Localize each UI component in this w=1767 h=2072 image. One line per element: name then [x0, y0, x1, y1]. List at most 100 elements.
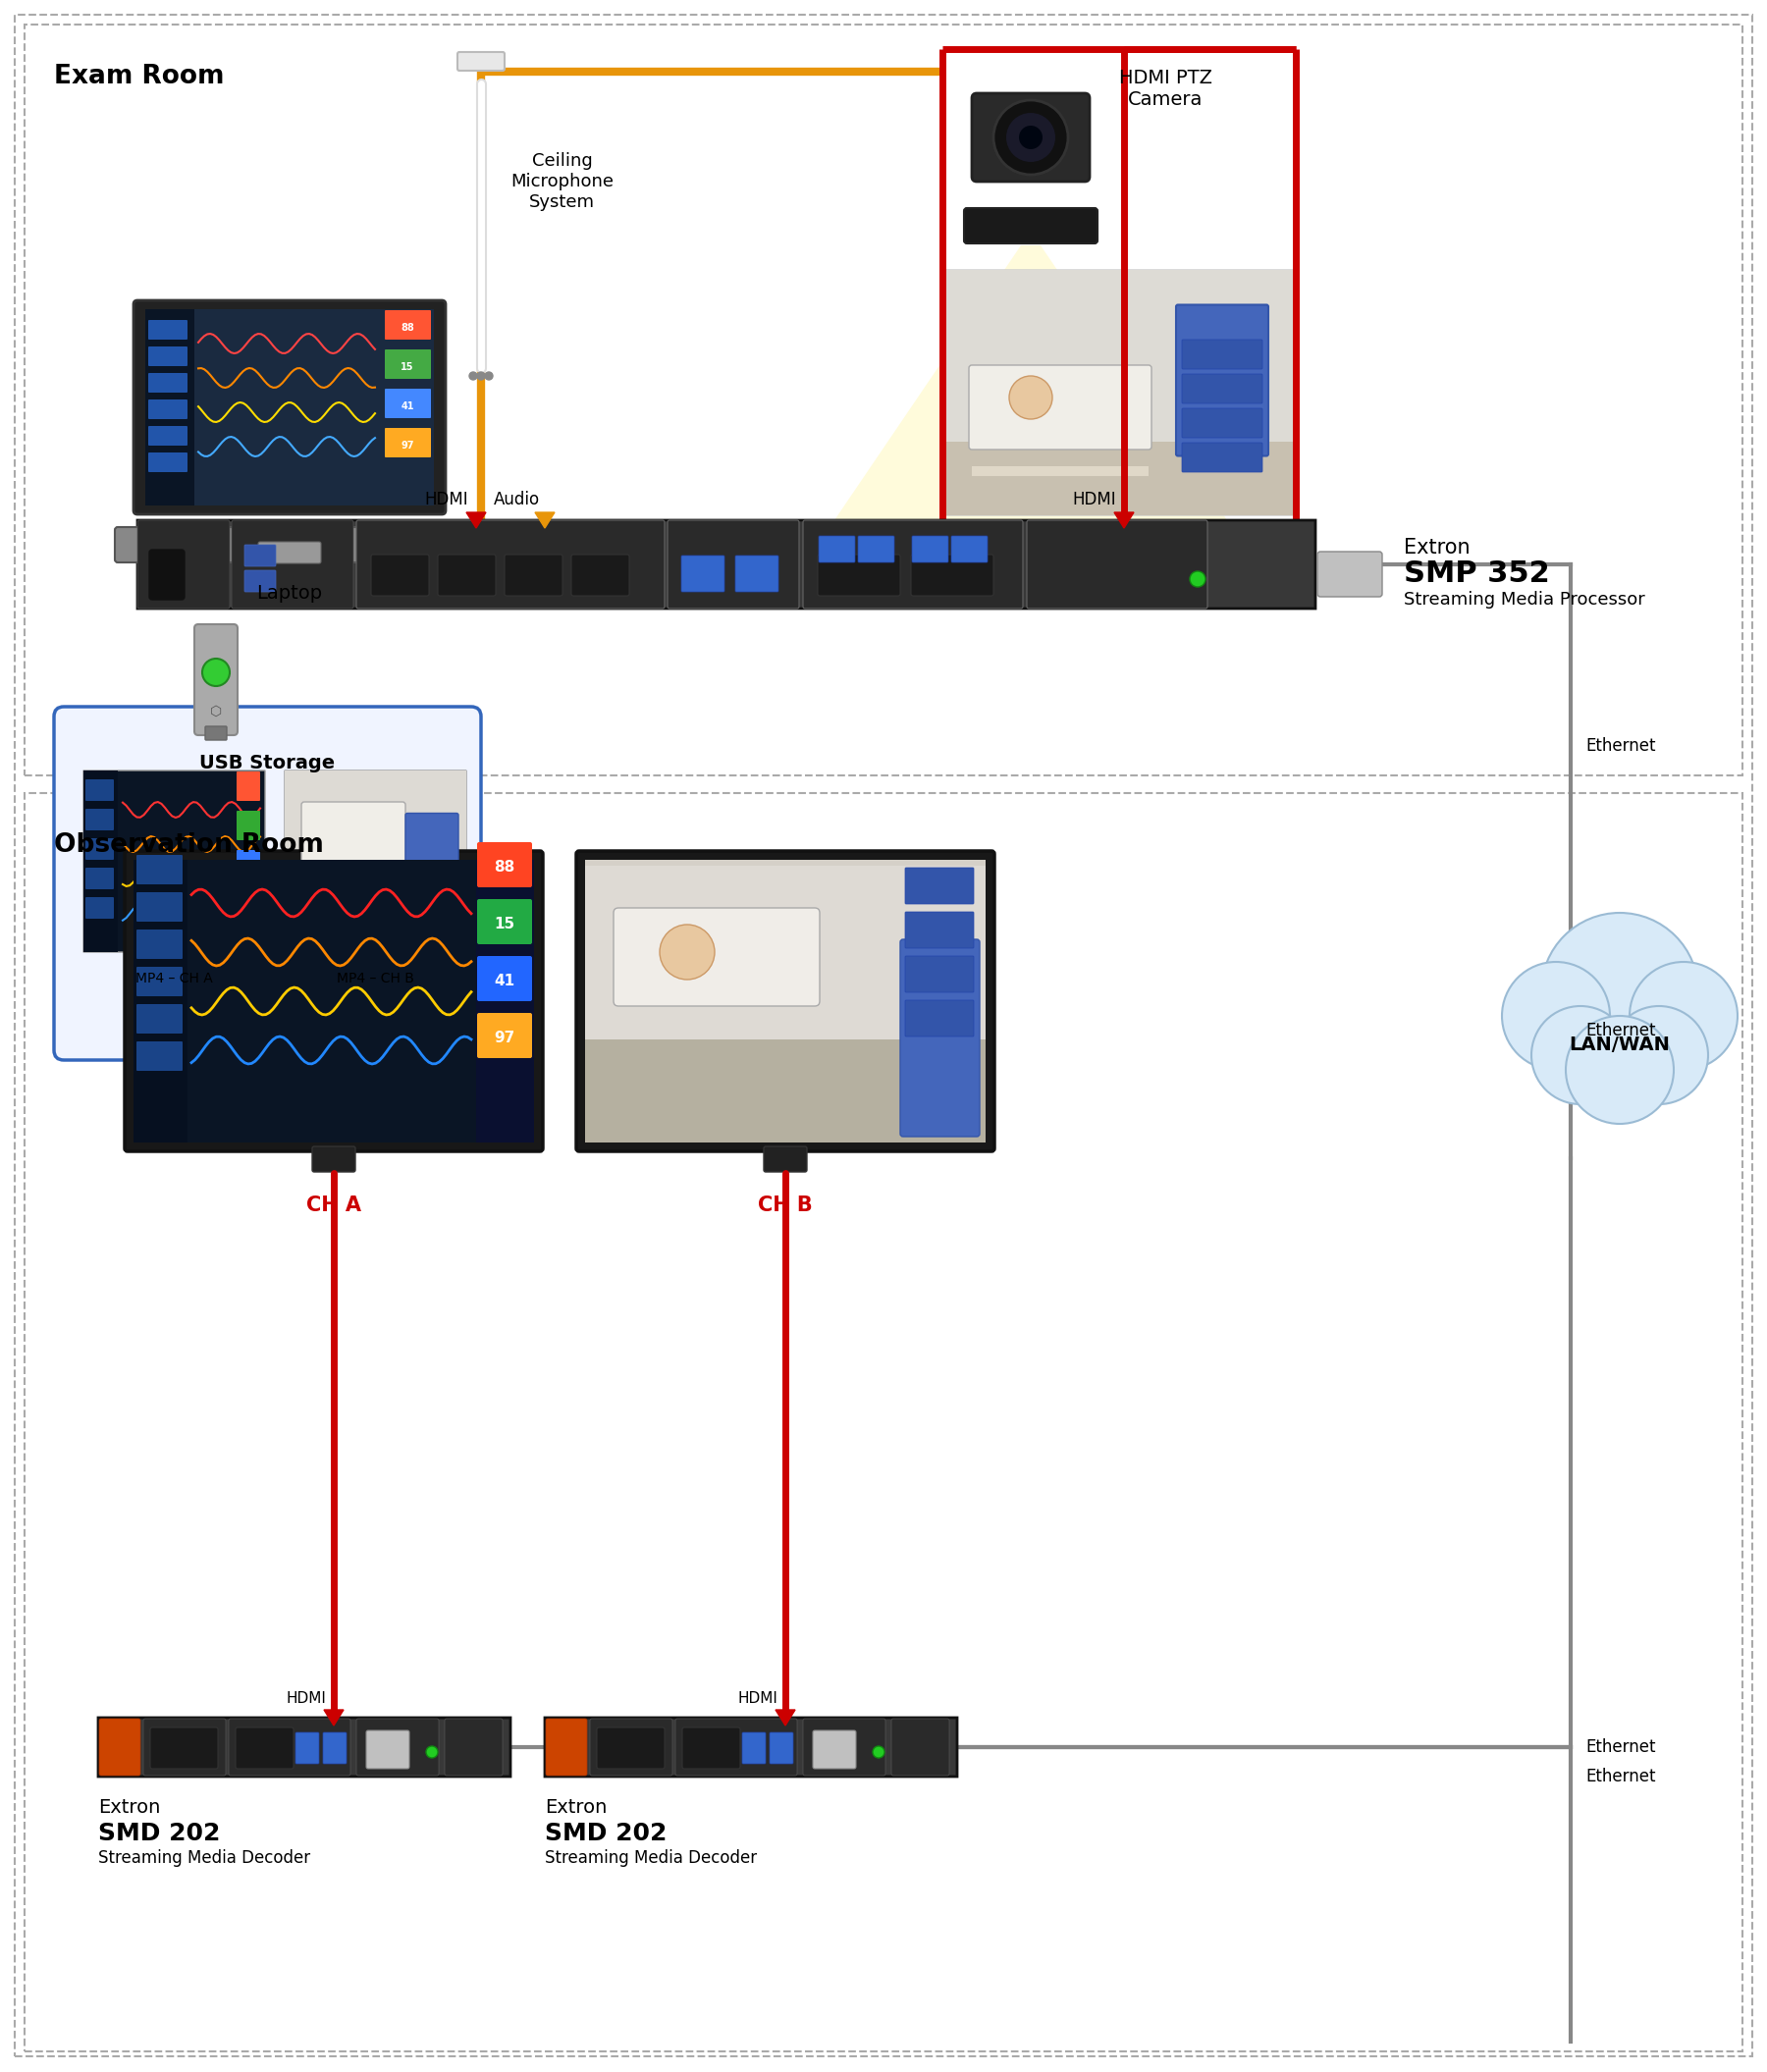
Text: Ethernet: Ethernet — [1585, 738, 1656, 754]
Text: 88: 88 — [401, 323, 413, 334]
Circle shape — [201, 659, 230, 686]
Text: 97: 97 — [495, 1032, 514, 1046]
Polygon shape — [535, 512, 555, 528]
Text: CH B: CH B — [758, 1196, 813, 1214]
FancyBboxPatch shape — [668, 520, 799, 609]
FancyBboxPatch shape — [942, 269, 1295, 441]
FancyBboxPatch shape — [134, 860, 187, 1142]
Circle shape — [477, 373, 484, 379]
FancyBboxPatch shape — [1027, 520, 1207, 609]
FancyBboxPatch shape — [1182, 340, 1262, 369]
Polygon shape — [776, 1709, 795, 1726]
FancyBboxPatch shape — [813, 1730, 855, 1769]
FancyBboxPatch shape — [477, 1013, 532, 1059]
Text: Streaming Media Decoder: Streaming Media Decoder — [99, 1848, 311, 1867]
FancyBboxPatch shape — [585, 866, 986, 1046]
FancyBboxPatch shape — [912, 537, 949, 562]
Text: USB Storage: USB Storage — [200, 754, 334, 773]
FancyBboxPatch shape — [284, 771, 466, 951]
FancyBboxPatch shape — [85, 808, 113, 831]
FancyBboxPatch shape — [385, 350, 431, 379]
FancyBboxPatch shape — [371, 555, 429, 597]
FancyBboxPatch shape — [1318, 551, 1382, 597]
FancyBboxPatch shape — [85, 897, 113, 918]
FancyBboxPatch shape — [148, 452, 187, 472]
FancyBboxPatch shape — [405, 812, 458, 945]
Text: Exam Room: Exam Room — [55, 64, 224, 89]
Text: MP4 – CH A: MP4 – CH A — [134, 972, 212, 986]
FancyBboxPatch shape — [323, 1732, 346, 1763]
FancyBboxPatch shape — [942, 269, 1295, 516]
FancyBboxPatch shape — [145, 309, 435, 506]
FancyBboxPatch shape — [134, 860, 534, 1142]
FancyBboxPatch shape — [675, 1718, 797, 1776]
FancyBboxPatch shape — [859, 537, 894, 562]
FancyBboxPatch shape — [136, 893, 182, 922]
FancyBboxPatch shape — [205, 727, 226, 740]
FancyBboxPatch shape — [763, 1146, 808, 1173]
FancyBboxPatch shape — [1177, 305, 1269, 456]
FancyBboxPatch shape — [138, 520, 230, 609]
FancyBboxPatch shape — [735, 555, 779, 593]
FancyBboxPatch shape — [571, 555, 629, 597]
Text: SMP 352: SMP 352 — [1403, 559, 1550, 588]
Text: 97: 97 — [401, 441, 413, 450]
FancyBboxPatch shape — [818, 537, 855, 562]
FancyBboxPatch shape — [258, 541, 322, 564]
Circle shape — [1610, 1007, 1709, 1104]
FancyBboxPatch shape — [770, 1732, 793, 1763]
FancyBboxPatch shape — [194, 624, 237, 736]
FancyBboxPatch shape — [134, 300, 445, 514]
FancyBboxPatch shape — [477, 841, 532, 887]
Text: 41: 41 — [495, 974, 514, 988]
Circle shape — [1502, 961, 1610, 1069]
Circle shape — [993, 99, 1067, 174]
Text: LAN/WAN: LAN/WAN — [1569, 1036, 1670, 1055]
FancyBboxPatch shape — [905, 912, 974, 949]
FancyBboxPatch shape — [136, 856, 182, 885]
FancyBboxPatch shape — [85, 839, 113, 860]
Circle shape — [1532, 1007, 1629, 1104]
FancyBboxPatch shape — [905, 955, 974, 992]
FancyBboxPatch shape — [385, 311, 431, 340]
FancyBboxPatch shape — [115, 526, 465, 562]
Text: Ceiling
Microphone
System: Ceiling Microphone System — [511, 151, 613, 211]
FancyBboxPatch shape — [14, 15, 1753, 2055]
FancyBboxPatch shape — [546, 1718, 587, 1776]
FancyBboxPatch shape — [972, 93, 1090, 182]
Text: CH A: CH A — [306, 1196, 360, 1214]
FancyBboxPatch shape — [682, 555, 724, 593]
Text: Extron: Extron — [99, 1798, 161, 1817]
FancyBboxPatch shape — [284, 897, 466, 951]
FancyBboxPatch shape — [85, 868, 113, 889]
Circle shape — [1629, 961, 1737, 1069]
FancyBboxPatch shape — [585, 1040, 986, 1142]
Polygon shape — [323, 1709, 343, 1726]
FancyBboxPatch shape — [237, 771, 260, 802]
FancyBboxPatch shape — [458, 52, 505, 70]
FancyBboxPatch shape — [899, 939, 979, 1138]
FancyBboxPatch shape — [55, 707, 481, 1061]
Polygon shape — [1115, 512, 1134, 528]
Text: HDMI: HDMI — [286, 1691, 325, 1705]
FancyBboxPatch shape — [544, 1718, 958, 1776]
FancyBboxPatch shape — [284, 771, 466, 897]
Text: Ethernet: Ethernet — [1585, 1021, 1656, 1040]
FancyBboxPatch shape — [136, 968, 182, 997]
Circle shape — [1020, 126, 1043, 149]
FancyBboxPatch shape — [475, 860, 534, 1142]
Text: SMD 202: SMD 202 — [99, 1821, 221, 1846]
FancyBboxPatch shape — [585, 860, 986, 1142]
FancyBboxPatch shape — [912, 555, 993, 597]
FancyBboxPatch shape — [148, 400, 187, 419]
Text: HDMI PTZ
Camera: HDMI PTZ Camera — [1119, 68, 1212, 110]
Text: 15: 15 — [495, 918, 514, 932]
FancyBboxPatch shape — [83, 771, 265, 951]
Circle shape — [470, 373, 477, 379]
FancyBboxPatch shape — [802, 1718, 885, 1776]
FancyBboxPatch shape — [965, 207, 1097, 242]
Circle shape — [1189, 572, 1205, 586]
FancyBboxPatch shape — [148, 427, 187, 445]
FancyBboxPatch shape — [1182, 443, 1262, 472]
FancyBboxPatch shape — [613, 908, 820, 1007]
